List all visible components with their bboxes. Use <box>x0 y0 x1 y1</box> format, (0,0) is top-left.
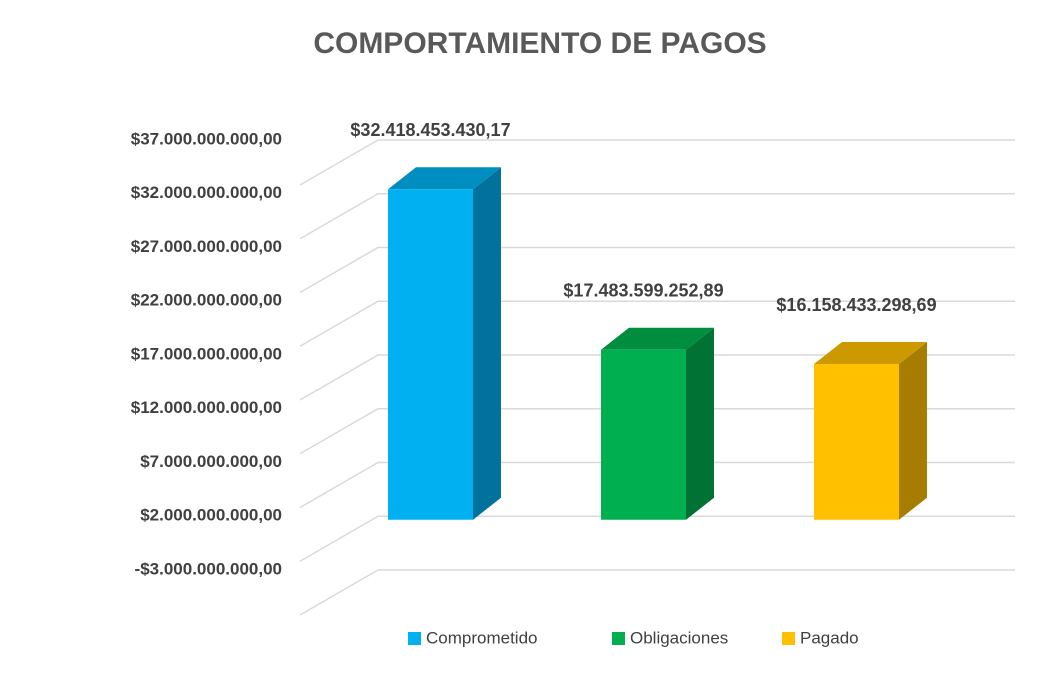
y-tick-label: $32.000.000.000,00 <box>131 183 282 202</box>
data-label: $17.483.599.252,89 <box>563 281 723 301</box>
grid-line <box>299 515 1015 562</box>
bar-front <box>388 189 473 520</box>
bar-top <box>601 327 714 350</box>
y-tick-label: $17.000.000.000,00 <box>131 344 282 363</box>
legend-label: Obligaciones <box>630 628 728 647</box>
y-tick-label: $7.000.000.000,00 <box>140 452 282 471</box>
data-label: $16.158.433.298,69 <box>776 295 936 315</box>
bar-side <box>899 342 927 520</box>
legend-swatch <box>612 632 625 645</box>
grid-line <box>299 569 1015 616</box>
bar-top <box>814 342 927 365</box>
grid-line <box>299 300 1015 347</box>
legend-swatch <box>782 632 795 645</box>
bar <box>601 327 714 520</box>
grid-line <box>299 461 1015 509</box>
bar-top <box>388 167 501 190</box>
y-tick-label: $12.000.000.000,00 <box>131 398 282 417</box>
bar-front <box>814 364 899 520</box>
grid-line <box>299 193 1015 240</box>
legend-label: Comprometido <box>426 628 538 647</box>
grid-line <box>299 246 1015 294</box>
y-tick-label: $27.000.000.000,00 <box>131 237 282 256</box>
grid-line <box>299 139 1015 186</box>
bar <box>814 342 927 520</box>
bar-side <box>473 167 501 520</box>
grid-line <box>299 408 1015 455</box>
legend-label: Pagado <box>800 628 859 647</box>
bar-side <box>686 327 714 520</box>
y-tick-label: $22.000.000.000,00 <box>131 291 282 310</box>
bar <box>388 167 501 520</box>
chart-title: COMPORTAMIENTO DE PAGOS <box>313 27 766 60</box>
legend-swatch <box>408 632 421 645</box>
y-tick-label: -$3.000.000.000,00 <box>135 559 282 578</box>
y-tick-label: $2.000.000.000,00 <box>140 506 282 525</box>
grid-line <box>299 354 1015 401</box>
data-label: $32.418.453.430,17 <box>350 120 510 140</box>
background <box>20 0 1052 674</box>
y-tick-label: $37.000.000.000,00 <box>131 129 282 148</box>
bar-front <box>601 349 686 520</box>
